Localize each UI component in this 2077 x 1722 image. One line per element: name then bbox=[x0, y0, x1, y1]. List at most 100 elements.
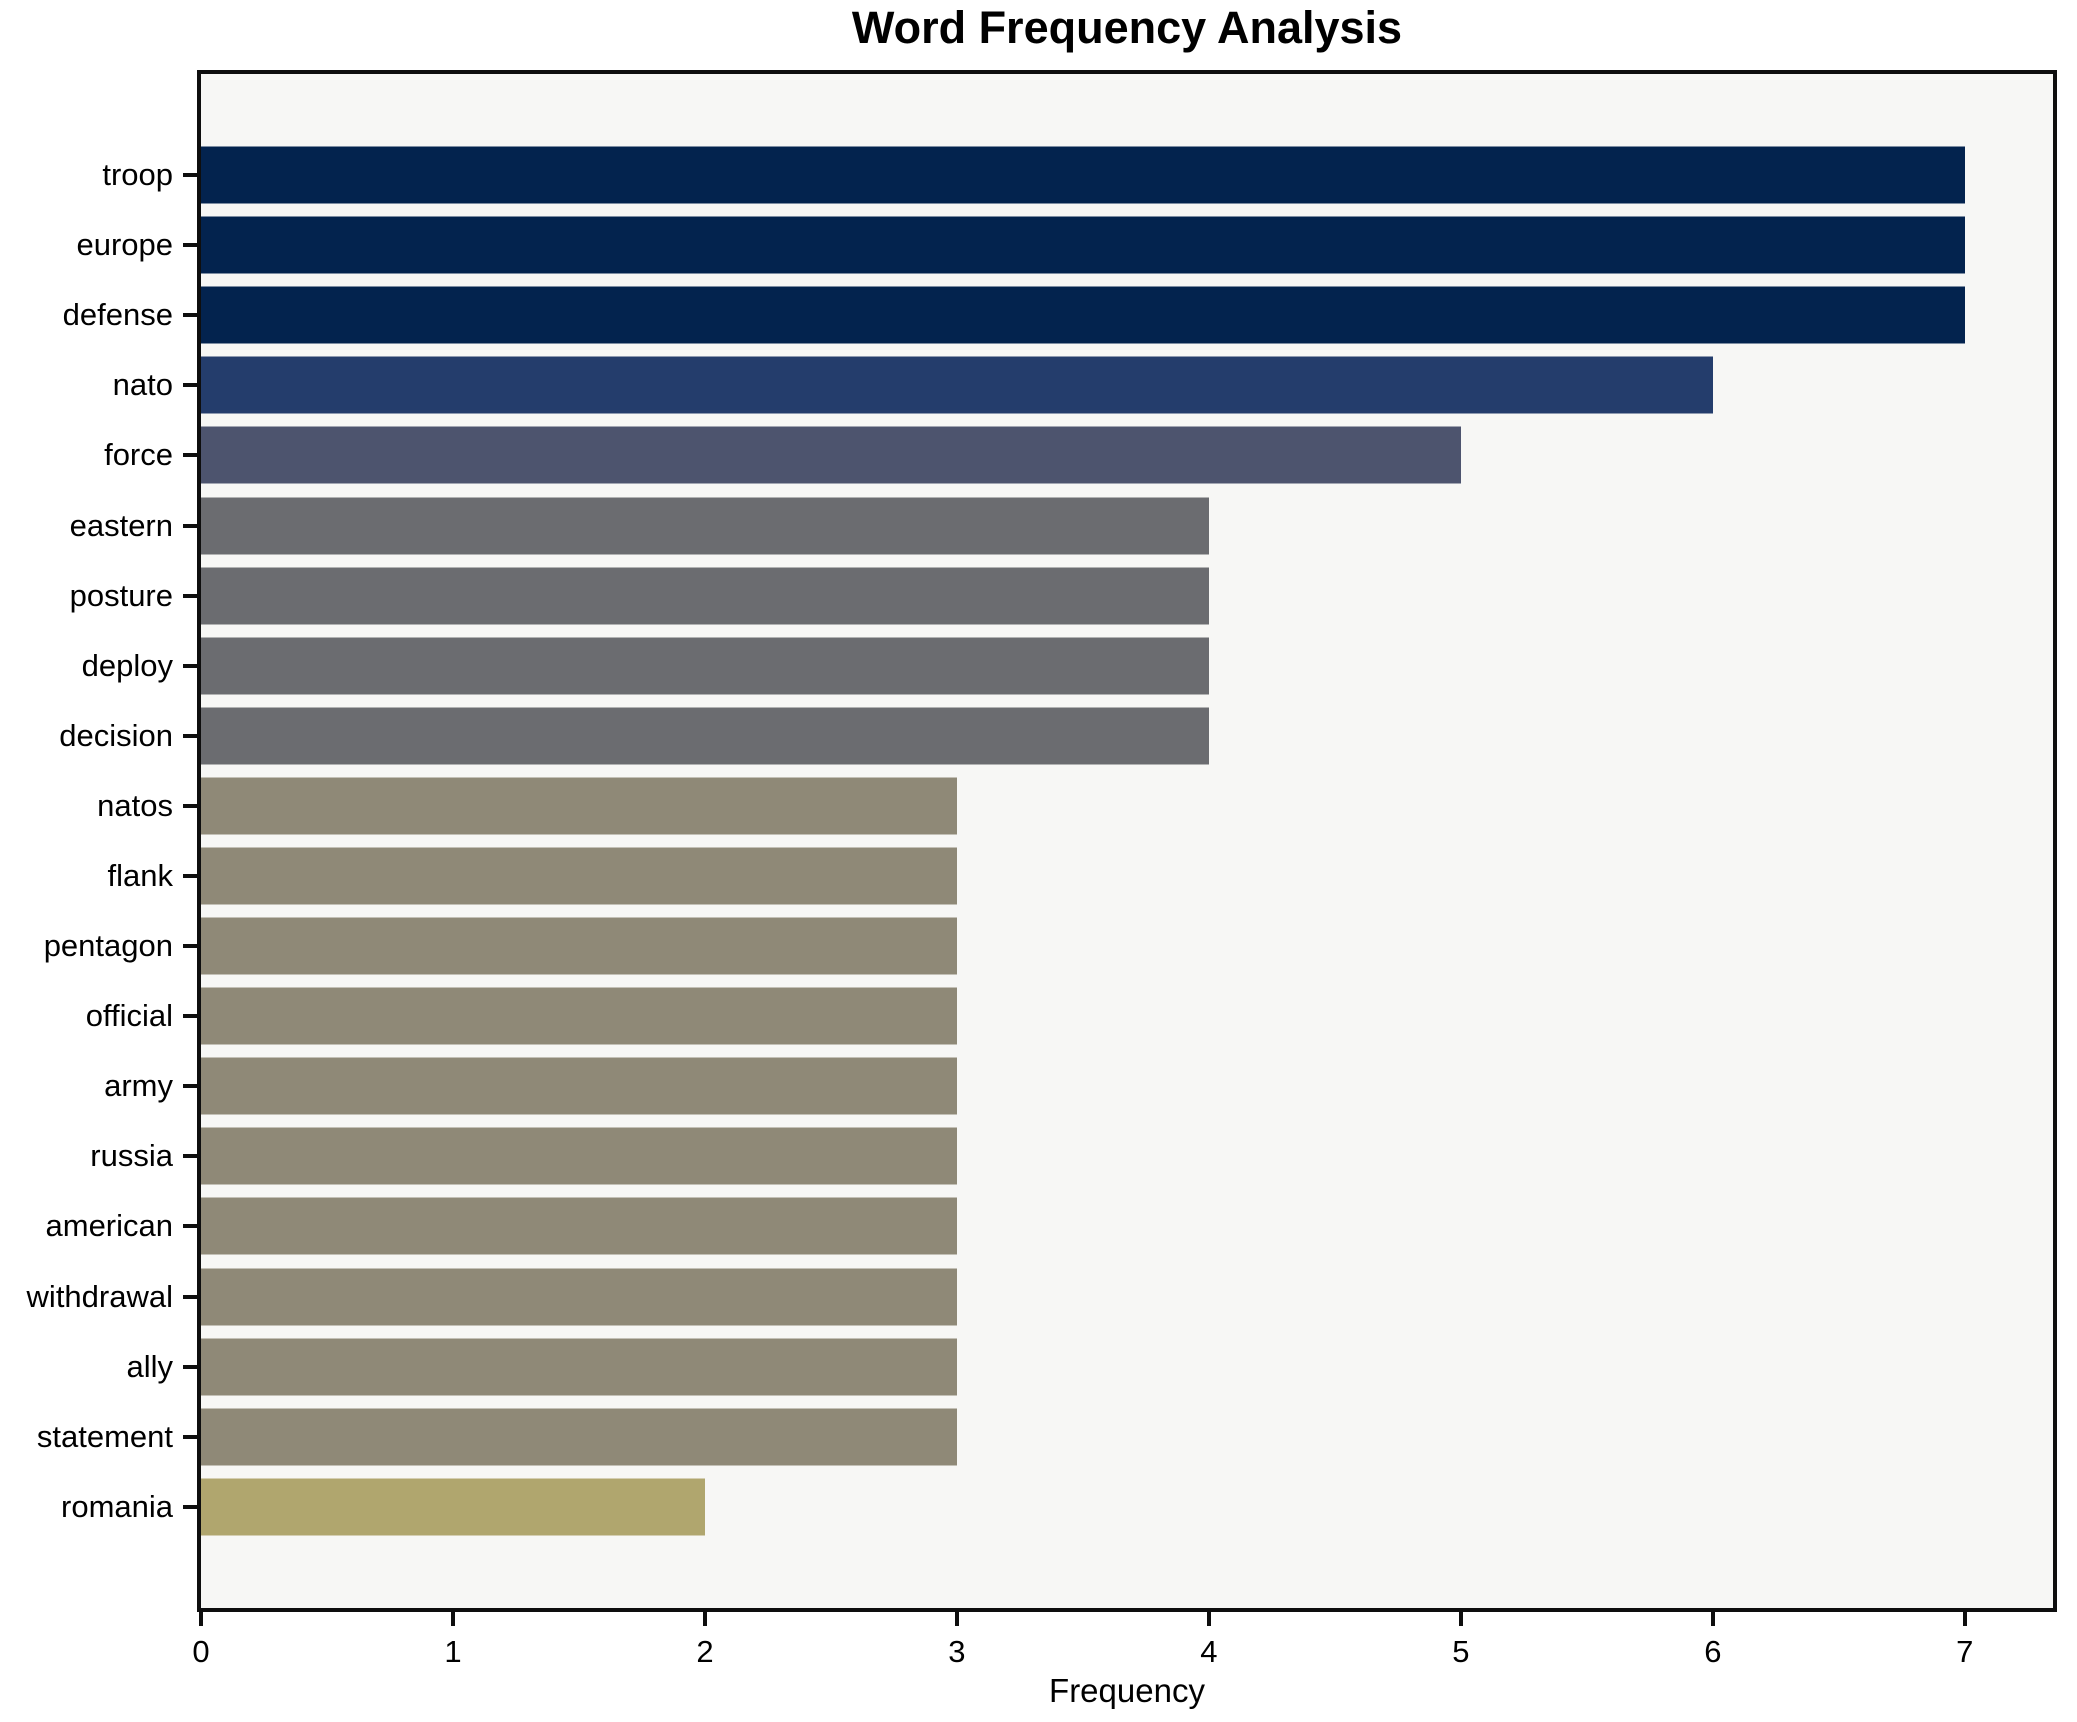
y-tick-mark bbox=[183, 663, 197, 668]
y-tick-mark bbox=[183, 1434, 197, 1439]
bar bbox=[201, 1127, 957, 1185]
y-tick-mark bbox=[183, 593, 197, 598]
x-tick-label: 0 bbox=[192, 1634, 210, 1669]
bar bbox=[201, 356, 1713, 414]
plot-area: troop europe defense nato force eastern postur… bbox=[27, 70, 2057, 1669]
bar bbox=[201, 216, 1965, 274]
bars-container: troop europe defense nato force eastern postur… bbox=[27, 140, 2053, 1542]
bar bbox=[201, 1478, 705, 1536]
x-tick-label: 7 bbox=[1956, 1634, 1974, 1669]
y-tick-label: deploy bbox=[81, 647, 173, 683]
bar bbox=[201, 1197, 957, 1255]
y-tick-mark bbox=[183, 803, 197, 808]
x-tick-label: 6 bbox=[1704, 1634, 1722, 1669]
x-tick-label: 2 bbox=[696, 1634, 714, 1669]
y-tick-mark bbox=[183, 1224, 197, 1229]
bar-row: official bbox=[86, 981, 2053, 1051]
y-tick-label: statement bbox=[36, 1418, 173, 1454]
bar-row: army bbox=[104, 1051, 2053, 1121]
y-tick-label: flank bbox=[107, 857, 173, 893]
bar-row: statement bbox=[37, 1402, 2053, 1472]
bar-row: ally bbox=[126, 1332, 2053, 1402]
y-tick-mark bbox=[183, 1014, 197, 1019]
bar bbox=[201, 987, 957, 1045]
bar-row: flank bbox=[108, 841, 2053, 911]
bar bbox=[201, 1268, 957, 1326]
y-tick-mark bbox=[183, 383, 197, 388]
bar bbox=[201, 567, 1209, 625]
bar-row: russia bbox=[90, 1121, 2053, 1191]
bar-row: defense bbox=[63, 280, 2053, 350]
y-tick-label: natos bbox=[97, 787, 173, 823]
bar bbox=[201, 707, 1209, 765]
y-tick-mark bbox=[183, 313, 197, 318]
bar bbox=[201, 777, 957, 835]
y-tick-mark bbox=[183, 873, 197, 878]
y-tick-mark bbox=[183, 523, 197, 528]
bar-row: europe bbox=[76, 210, 2053, 280]
x-tick-label: 3 bbox=[948, 1634, 966, 1669]
x-tick-mark bbox=[199, 1612, 203, 1626]
y-tick-label: army bbox=[104, 1068, 173, 1104]
x-tick-mark bbox=[1206, 1612, 1211, 1626]
bar bbox=[201, 146, 1965, 204]
bar bbox=[201, 847, 957, 905]
x-tick-label: 4 bbox=[1200, 1634, 1218, 1669]
chart-title: Word Frequency Analysis bbox=[851, 2, 1403, 53]
y-tick-label: eastern bbox=[69, 507, 173, 543]
y-tick-label: ally bbox=[126, 1348, 173, 1384]
bar-row: decision bbox=[59, 701, 2053, 771]
x-tick-label: 1 bbox=[444, 1634, 462, 1669]
y-tick-label: withdrawal bbox=[26, 1278, 173, 1314]
y-tick-mark bbox=[183, 173, 197, 178]
bar bbox=[201, 1408, 957, 1466]
bar-row: force bbox=[104, 420, 2053, 490]
bar-row: natos bbox=[97, 771, 2053, 841]
bar bbox=[201, 497, 1209, 555]
x-tick-mark bbox=[450, 1612, 455, 1626]
bar-row: eastern bbox=[70, 490, 2053, 560]
y-tick-label: troop bbox=[102, 157, 173, 193]
y-tick-mark bbox=[183, 1504, 197, 1509]
y-tick-mark bbox=[183, 243, 197, 248]
bar bbox=[201, 426, 1461, 484]
y-tick-mark bbox=[183, 453, 197, 458]
x-tick-mark bbox=[1710, 1612, 1715, 1626]
bar-row: troop bbox=[102, 140, 2053, 210]
x-axis-label: Frequency bbox=[1049, 1672, 1205, 1709]
y-tick-mark bbox=[183, 1294, 197, 1299]
y-tick-label: american bbox=[45, 1208, 174, 1244]
y-tick-label: decision bbox=[59, 717, 173, 753]
bar bbox=[201, 286, 1965, 344]
x-tick-mark bbox=[1458, 1612, 1463, 1626]
y-tick-mark bbox=[183, 1364, 197, 1369]
y-tick-label: force bbox=[104, 437, 173, 473]
y-tick-label: romania bbox=[61, 1488, 173, 1524]
bar bbox=[201, 917, 957, 975]
y-tick-label: defense bbox=[62, 297, 173, 333]
y-tick-mark bbox=[183, 733, 197, 738]
y-tick-label: europe bbox=[76, 227, 173, 263]
bar-row: pentagon bbox=[44, 911, 2053, 981]
y-tick-label: nato bbox=[112, 367, 173, 403]
bar bbox=[201, 1338, 957, 1396]
x-tick-mark bbox=[954, 1612, 959, 1626]
x-tick-mark bbox=[702, 1612, 707, 1626]
bar bbox=[201, 637, 1209, 695]
y-tick-label: posture bbox=[69, 577, 173, 613]
bar-row: romania bbox=[61, 1472, 2053, 1542]
y-tick-mark bbox=[183, 1084, 197, 1089]
bar-row: nato bbox=[113, 350, 2053, 420]
y-tick-label: russia bbox=[90, 1138, 173, 1174]
y-tick-label: official bbox=[85, 998, 173, 1034]
y-tick-mark bbox=[183, 944, 197, 949]
y-tick-label: pentagon bbox=[43, 928, 173, 964]
y-tick-mark bbox=[183, 1154, 197, 1159]
bar bbox=[201, 1057, 957, 1115]
x-tick-label: 5 bbox=[1452, 1634, 1470, 1669]
bar-row: withdrawal bbox=[27, 1262, 2053, 1332]
bar-row: deploy bbox=[82, 631, 2053, 701]
bar-row: posture bbox=[70, 561, 2053, 631]
bar-row: american bbox=[46, 1191, 2053, 1261]
